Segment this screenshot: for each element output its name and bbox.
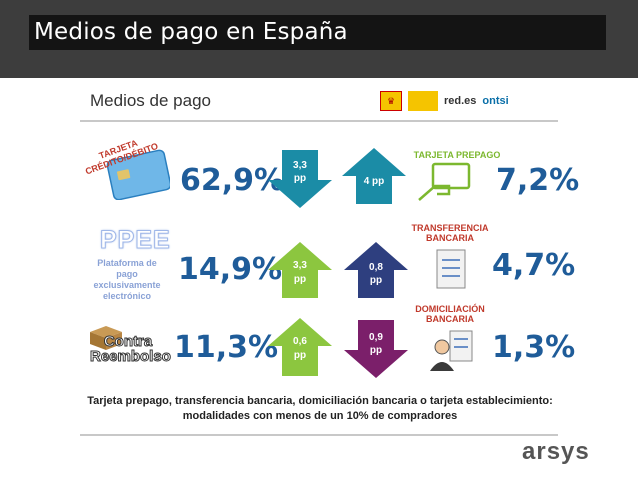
ppee-label: PPEE: [100, 226, 171, 255]
ppee-description: Plataforma de pago exclusivamente electr…: [93, 258, 161, 301]
direct-debit-percentage: 1,3%: [492, 330, 576, 365]
card-change-arrow: 3,3 pp: [268, 150, 332, 208]
transfer-change-arrow: 0,8 pp: [344, 242, 408, 298]
page-title: Medios de pago en España: [34, 19, 348, 45]
svg-text:3,3: 3,3: [293, 260, 307, 271]
footer-note-line1: Tarjeta prepago, transferencia bancaria,…: [87, 395, 553, 407]
ppee-percentage: 14,9%: [178, 252, 283, 287]
person-document-icon: [430, 330, 473, 371]
card-percentage: 62,9%: [180, 163, 285, 198]
svg-text:0,6: 0,6: [293, 336, 307, 347]
prepaid-label: TARJETA PREPAGO: [413, 150, 501, 160]
cod-change-arrow: 0,6 pp: [268, 318, 332, 376]
hand-card-icon: [418, 162, 471, 201]
cod-label: Contra Reembolso: [90, 333, 172, 365]
arsys-logo: arsys: [522, 438, 590, 465]
direct-debit-change-arrow: 0,9 pp: [344, 320, 408, 378]
footer-note-line2: modalidades con menos de un 10% de compr…: [182, 410, 458, 422]
top-bar: Medios de pago en España: [0, 0, 638, 78]
svg-text:pp: pp: [370, 275, 382, 286]
svg-text:pp: pp: [294, 173, 306, 184]
svg-text:pp: pp: [294, 350, 306, 361]
prepaid-percentage: 7,2%: [496, 163, 580, 198]
credit-card-icon: [106, 149, 170, 200]
slide-title: Medios de pago: [90, 91, 211, 110]
footer-divider: [80, 434, 558, 436]
government-crest-icon: ♛: [380, 91, 402, 111]
box-icon: [90, 326, 122, 350]
title-divider: [80, 120, 558, 122]
ontsi-logo: ontsi: [482, 95, 509, 107]
document-icon: [436, 249, 466, 289]
logos: ♛ red.es ontsi: [380, 90, 551, 112]
transfer-label: TRANSFERENCIA BANCARIA: [411, 223, 489, 243]
transfer-percentage: 4,7%: [492, 248, 576, 283]
title-box: Medios de pago en España: [29, 15, 606, 50]
svg-text:0,9: 0,9: [369, 332, 383, 343]
cod-percentage: 11,3%: [174, 330, 279, 365]
direct-debit-label: DOMICILIACIÓN BANCARIA: [415, 304, 485, 324]
svg-text:pp: pp: [370, 345, 382, 356]
svg-text:pp: pp: [294, 274, 306, 285]
footer-note: Tarjeta prepago, transferencia bancaria,…: [80, 394, 560, 424]
svg-text:4 pp: 4 pp: [364, 176, 385, 187]
redes-logo: red.es: [444, 95, 477, 107]
ppee-change-arrow: 3,3 pp: [268, 242, 332, 298]
svg-text:3,3: 3,3: [293, 160, 307, 171]
prepaid-change-arrow: 4 pp: [342, 148, 406, 204]
svg-text:0,8: 0,8: [369, 262, 383, 273]
government-logo: [408, 91, 438, 111]
